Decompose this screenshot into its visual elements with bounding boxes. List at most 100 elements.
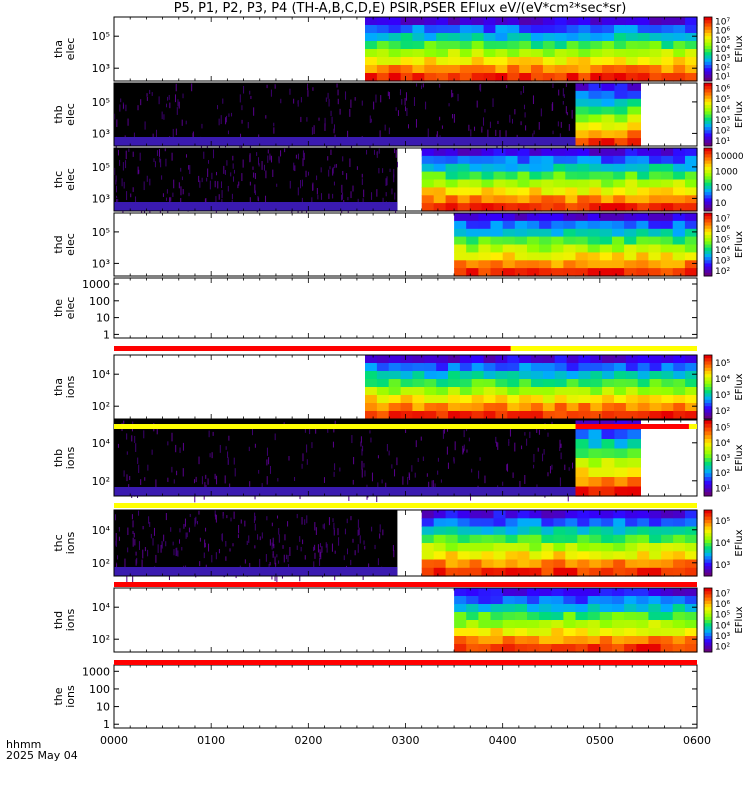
spectrogram-cell xyxy=(445,187,459,196)
panel-ylabel: thb ions xyxy=(52,446,77,469)
spectrogram-cell xyxy=(660,628,674,637)
noise-speck xyxy=(339,108,341,115)
noise-speck xyxy=(249,481,251,487)
noise-speck xyxy=(369,430,371,434)
colorbar-segment xyxy=(704,98,712,103)
noise-speck xyxy=(163,114,165,120)
noise-speck xyxy=(132,537,134,547)
noise-speck xyxy=(443,425,445,434)
spectrogram-cell xyxy=(673,371,686,380)
noise-speck xyxy=(121,178,123,187)
spectrogram-cell xyxy=(577,187,590,196)
spectrogram-cell xyxy=(448,379,461,388)
spectrogram-cell xyxy=(660,612,674,621)
spectrogram-cell xyxy=(587,244,601,253)
noise-speck xyxy=(332,441,334,448)
spectrogram-cell xyxy=(514,596,528,605)
spectrogram-cell xyxy=(685,559,698,569)
spectrogram-cell xyxy=(577,543,590,552)
spectrogram-cell xyxy=(436,73,449,82)
noise-speck xyxy=(185,120,187,125)
colorbar-segment xyxy=(704,626,712,631)
spectrogram-cell xyxy=(493,163,507,173)
colorbar-segment xyxy=(704,263,712,268)
spectrogram-cell xyxy=(589,534,602,544)
noise-speck xyxy=(547,432,549,437)
spectrogram-cell xyxy=(636,260,649,269)
noise-speck xyxy=(254,545,256,549)
spectrogram-cell xyxy=(514,228,528,238)
colorbar-segment xyxy=(704,442,712,448)
spectrogram-cell xyxy=(529,163,542,173)
spectrogram-cell xyxy=(661,355,674,364)
spectrogram-cell xyxy=(614,33,627,42)
noise-speck xyxy=(138,510,140,516)
noise-speck xyxy=(484,475,486,484)
colorbar-segment xyxy=(704,562,712,567)
noise-speck xyxy=(203,151,205,159)
spectrogram-cell xyxy=(493,551,507,561)
noise-speck xyxy=(432,480,434,489)
spectrogram-cell xyxy=(685,395,698,404)
spectrogram-cell xyxy=(587,236,601,246)
spectrogram-cell xyxy=(388,17,402,26)
noise-speck xyxy=(302,150,304,158)
spectrogram-cell xyxy=(542,387,556,396)
noise-speck xyxy=(147,549,149,557)
y-tick-label: 10⁵ xyxy=(92,161,110,174)
spectrogram-cell xyxy=(563,244,577,253)
spectrogram-cell xyxy=(551,644,564,653)
noise-speck xyxy=(207,478,209,485)
spectrogram-cell xyxy=(612,220,625,230)
noise-speck xyxy=(149,89,151,94)
noise-speck xyxy=(248,535,250,543)
spectrogram-cell xyxy=(505,551,519,561)
spectrogram-cell xyxy=(514,260,528,269)
noise-speck xyxy=(129,475,131,481)
spectrogram-cell xyxy=(637,559,650,569)
spectrogram-cell xyxy=(466,213,479,222)
spectrogram-cell xyxy=(400,395,414,404)
spectrogram-cell xyxy=(541,171,554,181)
spectrogram-cell xyxy=(636,220,649,230)
spectrogram-cell xyxy=(636,236,649,246)
colorbar-segment xyxy=(704,523,712,527)
spectrogram-cell xyxy=(514,252,528,261)
spectrogram-cell xyxy=(625,526,638,536)
noise-speck xyxy=(314,544,316,551)
spectrogram-cell xyxy=(469,148,483,157)
spectrogram-cell xyxy=(614,403,627,412)
noise-speck xyxy=(395,107,397,111)
spectrogram-cell xyxy=(495,371,508,380)
spectrogram-cell xyxy=(507,403,520,412)
noise-speck xyxy=(352,538,354,543)
noise-speck xyxy=(166,189,168,194)
spectrogram-cell xyxy=(685,203,698,212)
spectrogram-cell xyxy=(459,363,473,372)
spectrogram-cell xyxy=(649,543,662,552)
spectrogram-cell xyxy=(601,567,614,577)
spectrogram-cell xyxy=(459,17,473,26)
spectrogram-cell xyxy=(685,551,698,561)
spectrogram-cell xyxy=(412,387,425,396)
colorbar-segment xyxy=(704,170,712,174)
noise-speck xyxy=(123,181,125,189)
noise-speck xyxy=(532,95,534,105)
noise-speck xyxy=(296,513,298,519)
spectrogram-cell xyxy=(471,49,485,58)
noise-speck xyxy=(564,144,566,150)
noise-speck xyxy=(230,517,232,522)
spectrogram-cell xyxy=(575,98,590,108)
noise-speck xyxy=(499,130,501,138)
spectrogram-cell xyxy=(649,155,662,165)
noise-speck xyxy=(338,537,340,546)
spectrogram-cell xyxy=(589,187,602,196)
spectrogram-cell xyxy=(578,387,591,396)
spectrogram-cell xyxy=(590,379,603,388)
colorbar-segment xyxy=(704,163,712,168)
spectrogram-cell xyxy=(684,636,698,645)
noise-speck xyxy=(323,523,325,530)
noise-speck xyxy=(278,528,280,535)
spectrogram-cell xyxy=(459,49,473,58)
spectrogram-cell xyxy=(457,518,471,528)
